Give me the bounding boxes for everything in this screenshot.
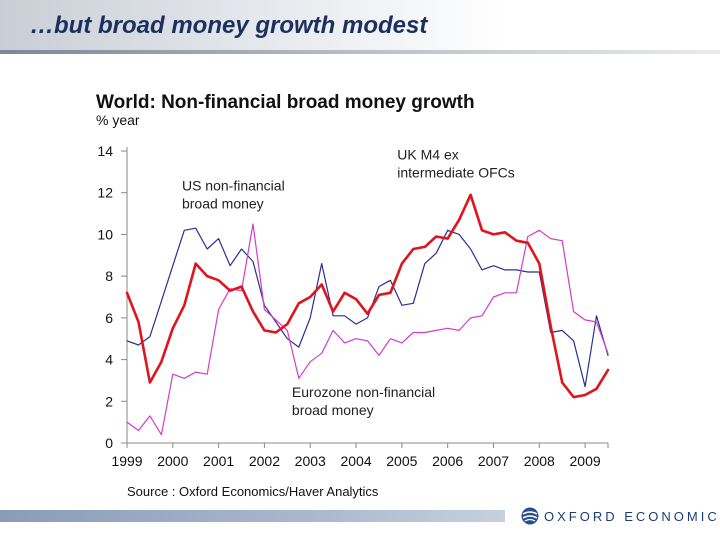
y-tick-label: 8 xyxy=(105,268,113,284)
slide-title: …but broad money growth modest xyxy=(30,12,428,39)
series-line-0 xyxy=(126,227,609,388)
x-tick-label: 2004 xyxy=(340,453,371,469)
series-layer xyxy=(125,193,610,436)
y-tick-label: 12 xyxy=(97,185,113,201)
x-tick-label: 2003 xyxy=(295,453,326,469)
y-tick-label: 14 xyxy=(97,143,113,159)
y-axis-label: % year xyxy=(96,112,140,128)
header-divider xyxy=(0,50,720,54)
x-tick-label: 2005 xyxy=(386,453,417,469)
y-tick-label: 10 xyxy=(97,226,113,242)
x-tick-label: 2000 xyxy=(157,453,188,469)
y-tick-label: 6 xyxy=(105,310,113,326)
chart-title: World: Non-financial broad money growth xyxy=(96,92,475,113)
series-annotation-2: Eurozone non-financial broad money xyxy=(292,384,435,418)
series-annotation-1: UK M4 ex intermediate OFCs xyxy=(397,146,514,180)
x-tick-label: 2002 xyxy=(249,453,280,469)
company-logo: OXFORD ECONOMICS xyxy=(520,506,720,526)
y-tick-label: 4 xyxy=(105,352,113,368)
footer-bar xyxy=(0,510,505,522)
x-tick-label: 2007 xyxy=(478,453,509,469)
series-line-2 xyxy=(125,193,610,399)
x-tick-label: 1999 xyxy=(111,453,142,469)
axes: 0 2 4 6 8 10 12 14 1999 2000 2001 2002 2003 2004 2005 2… xyxy=(97,143,609,469)
series-annotation-0: US non-financial broad money xyxy=(182,178,285,212)
y-tick-label: 2 xyxy=(105,393,113,409)
globe-icon xyxy=(521,507,539,525)
x-tick-label: 2001 xyxy=(203,453,234,469)
series-line-1 xyxy=(126,223,609,436)
source-note: Source : Oxford Economics/Haver Analytic… xyxy=(127,484,379,499)
x-tick-label: 2006 xyxy=(432,453,463,469)
y-tick-label: 0 xyxy=(105,435,113,451)
annotation-layer: US non-financial broad money UK M4 ex inter… xyxy=(182,146,515,418)
logo-text: OXFORD ECONOMICS xyxy=(544,508,720,524)
slide-header xyxy=(0,0,720,50)
x-tick-label: 2009 xyxy=(570,453,601,469)
x-tick-label: 2008 xyxy=(524,453,555,469)
